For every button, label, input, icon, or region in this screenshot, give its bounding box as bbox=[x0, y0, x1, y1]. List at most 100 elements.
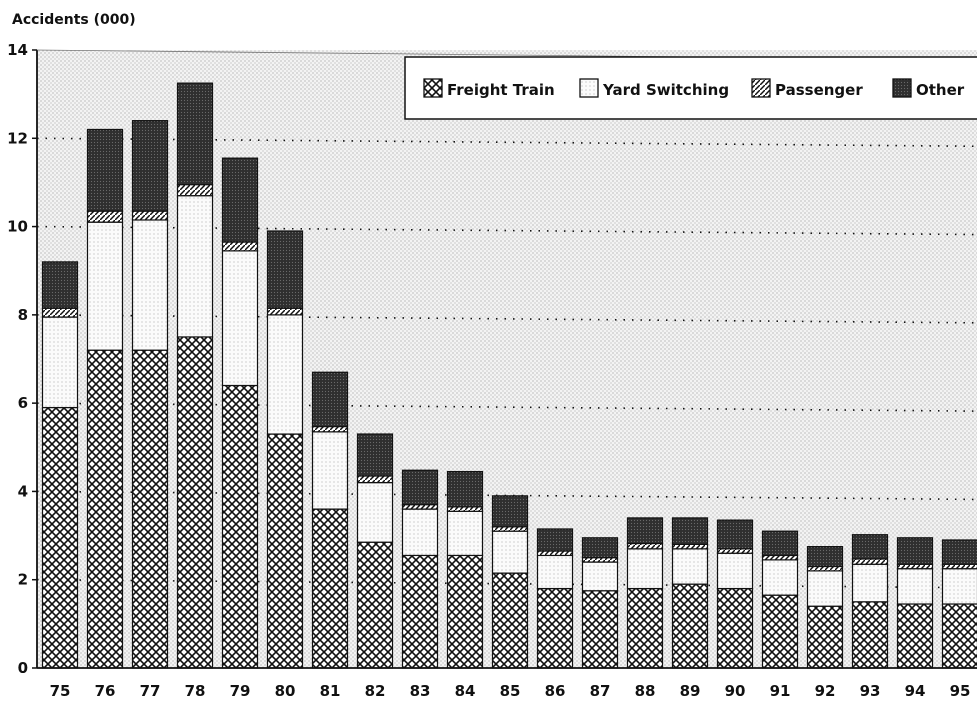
bar-76-passenger bbox=[86, 210, 124, 223]
bar-87-passenger bbox=[581, 557, 619, 563]
y-tick-labels: 0 2 4 6 8 10 12 14 bbox=[7, 41, 37, 677]
bar-93-passenger bbox=[851, 558, 889, 565]
bar-80-other bbox=[266, 230, 304, 309]
y-tick-label-12: 12 bbox=[7, 129, 28, 147]
bar-84-yard-switching bbox=[446, 510, 484, 557]
bar-86-passenger bbox=[536, 550, 574, 557]
x-tick-label-78: 78 bbox=[185, 682, 206, 700]
bar-78-yard-switching bbox=[176, 195, 214, 338]
bar-90-yard-switching bbox=[716, 552, 754, 590]
bar-77-other bbox=[131, 120, 169, 212]
bar-stack-76 bbox=[86, 128, 124, 669]
legend-item-passenger: Passenger bbox=[751, 78, 863, 99]
bar-76-other bbox=[86, 128, 124, 212]
bar-stack-94 bbox=[896, 537, 934, 669]
bar-stack-80 bbox=[266, 230, 304, 669]
bar-83-passenger bbox=[401, 504, 439, 510]
bar-89-yard-switching bbox=[671, 548, 709, 585]
bar-stack-93 bbox=[851, 534, 889, 669]
bar-stack-85 bbox=[491, 495, 529, 669]
legend-label: Other bbox=[916, 81, 965, 99]
bar-86-other bbox=[536, 528, 574, 552]
bar-stack-88 bbox=[626, 517, 664, 669]
legend-items: Freight Train Yard Switching Passenger Othe… bbox=[423, 78, 965, 99]
x-tick-label-86: 86 bbox=[545, 682, 566, 700]
bar-89-passenger bbox=[671, 543, 709, 550]
x-tick-label-87: 87 bbox=[590, 682, 611, 700]
bar-92-freight-train bbox=[806, 605, 844, 669]
bar-75-freight-train bbox=[41, 406, 79, 669]
bar-91-yard-switching bbox=[761, 559, 799, 596]
bar-83-freight-train bbox=[401, 554, 439, 669]
x-tick-label-82: 82 bbox=[365, 682, 386, 700]
grid-line-12 bbox=[36, 137, 977, 148]
bar-stack-81 bbox=[311, 371, 349, 669]
bar-95-freight-train bbox=[941, 603, 977, 669]
bar-82-other bbox=[356, 433, 394, 477]
bar-92-yard-switching bbox=[806, 570, 844, 607]
bar-88-yard-switching bbox=[626, 548, 664, 590]
x-tick-label-80: 80 bbox=[275, 682, 296, 700]
x-tick-label-92: 92 bbox=[815, 682, 836, 700]
legend-label: Freight Train bbox=[447, 81, 555, 99]
bar-stack-78 bbox=[176, 82, 214, 669]
bar-91-passenger bbox=[761, 554, 799, 561]
bar-stack-82 bbox=[356, 433, 394, 669]
bar-93-other bbox=[851, 534, 889, 560]
bar-83-other bbox=[401, 469, 439, 506]
bar-92-passenger bbox=[806, 565, 844, 572]
bar-77-passenger bbox=[131, 210, 169, 221]
y-axis-label: Accidents (000) bbox=[12, 12, 136, 28]
bar-94-yard-switching bbox=[896, 568, 934, 605]
bar-75-passenger bbox=[41, 307, 79, 318]
bar-85-yard-switching bbox=[491, 530, 529, 574]
bar-77-yard-switching bbox=[131, 219, 169, 351]
bar-88-freight-train bbox=[626, 587, 664, 669]
x-tick-label-94: 94 bbox=[905, 682, 926, 700]
bar-85-other bbox=[491, 495, 529, 528]
bar-87-yard-switching bbox=[581, 561, 619, 592]
bar-95-yard-switching bbox=[941, 568, 977, 605]
bar-86-yard-switching bbox=[536, 554, 574, 590]
bar-94-passenger bbox=[896, 563, 934, 570]
bar-90-other bbox=[716, 519, 754, 550]
y-tick-label-14: 14 bbox=[7, 41, 28, 59]
bar-90-freight-train bbox=[716, 587, 754, 669]
bar-90-passenger bbox=[716, 548, 754, 554]
bar-89-other bbox=[671, 517, 709, 546]
x-tick-label-93: 93 bbox=[860, 682, 881, 700]
bar-84-freight-train bbox=[446, 554, 484, 669]
x-tick-label-77: 77 bbox=[140, 682, 161, 700]
bar-95-passenger bbox=[941, 563, 977, 570]
bar-95-other bbox=[941, 539, 977, 565]
bar-84-passenger bbox=[446, 506, 484, 512]
bar-82-yard-switching bbox=[356, 482, 394, 543]
x-tick-labels: 75 76 77 78 79 80 81 82 83 84 85 86 87 88 89 90 91 92 93 94… bbox=[50, 682, 971, 700]
legend-label: Yard Switching bbox=[602, 81, 729, 99]
bar-79-passenger bbox=[221, 241, 259, 252]
bar-79-freight-train bbox=[221, 384, 259, 669]
x-tick-label-75: 75 bbox=[50, 682, 71, 700]
bar-91-other bbox=[761, 530, 799, 557]
bar-80-passenger bbox=[266, 307, 304, 316]
bar-stack-86 bbox=[536, 528, 574, 669]
y-tick-label-0: 0 bbox=[18, 659, 28, 677]
bar-76-freight-train bbox=[86, 349, 124, 669]
bar-87-other bbox=[581, 537, 619, 559]
bar-77-freight-train bbox=[131, 349, 169, 669]
bar-stack-84 bbox=[446, 470, 484, 669]
x-tick-label-88: 88 bbox=[635, 682, 656, 700]
bar-78-passenger bbox=[176, 184, 214, 197]
x-tick-label-83: 83 bbox=[410, 682, 431, 700]
bar-stack-91 bbox=[761, 530, 799, 669]
bar-76-yard-switching bbox=[86, 221, 124, 351]
bar-93-freight-train bbox=[851, 601, 889, 669]
bar-87-freight-train bbox=[581, 590, 619, 669]
bar-82-freight-train bbox=[356, 541, 394, 669]
bar-79-other bbox=[221, 157, 259, 243]
legend-swatch bbox=[751, 78, 771, 98]
legend-item-yard-switching: Yard Switching bbox=[579, 78, 729, 99]
bar-stack-77 bbox=[131, 120, 169, 669]
x-tick-label-79: 79 bbox=[230, 682, 251, 700]
